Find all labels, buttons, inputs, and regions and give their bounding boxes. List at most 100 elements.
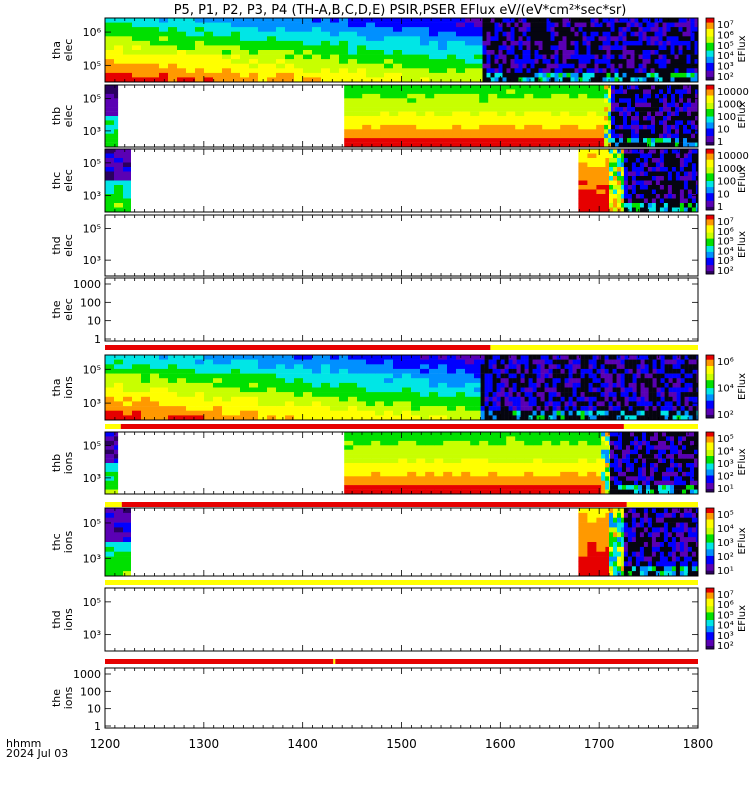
spectrogram-cell bbox=[637, 360, 641, 365]
spectrogram-cell bbox=[675, 36, 679, 41]
spectrogram-cell bbox=[617, 374, 621, 379]
spectrogram-cell bbox=[687, 59, 691, 64]
spectrogram-cell bbox=[141, 32, 150, 37]
spectrogram-cell bbox=[595, 68, 599, 73]
spectrogram-cell bbox=[429, 374, 438, 379]
spectrogram-cell bbox=[569, 85, 578, 90]
spectrogram-cell bbox=[569, 369, 573, 374]
spectrogram-cell bbox=[474, 374, 481, 379]
spectrogram-cell bbox=[123, 41, 132, 46]
spectrogram-cell bbox=[509, 401, 513, 406]
spectrogram-cell bbox=[105, 50, 114, 55]
spectrogram-cell bbox=[683, 41, 687, 46]
spectrogram-cell bbox=[653, 364, 657, 369]
spectrogram-cell bbox=[294, 383, 303, 388]
spectrogram-cell bbox=[344, 472, 353, 477]
spectrogram-cell bbox=[605, 397, 609, 402]
spectrogram-cell bbox=[633, 392, 637, 397]
spectrogram-cell bbox=[204, 73, 213, 78]
spectrogram-cell bbox=[663, 36, 667, 41]
spectrogram-cell bbox=[177, 378, 186, 383]
spectrogram-cell bbox=[258, 36, 267, 41]
spectrogram-cell bbox=[240, 374, 249, 379]
spectrogram-cell bbox=[627, 112, 631, 117]
spectrogram-cell bbox=[123, 36, 132, 41]
spectrogram-cell bbox=[105, 463, 114, 468]
spectrogram-cell bbox=[542, 120, 551, 125]
spectrogram-cell bbox=[596, 89, 604, 94]
spectrogram-cell bbox=[384, 36, 393, 41]
spectrogram-cell bbox=[691, 107, 695, 112]
spectrogram-cell bbox=[186, 23, 195, 28]
spectrogram-cell bbox=[681, 355, 685, 360]
spectrogram-cell bbox=[673, 369, 677, 374]
spectrogram-cell bbox=[632, 176, 636, 181]
spectrogram-cell bbox=[578, 134, 587, 139]
spectrogram-cell bbox=[661, 397, 665, 402]
spectrogram-cell bbox=[623, 134, 627, 139]
spectrogram-cell bbox=[571, 68, 575, 73]
spectrogram-cell bbox=[587, 27, 591, 32]
spectrogram-cell bbox=[321, 411, 330, 416]
spectrogram-cell bbox=[640, 154, 644, 159]
colorbar-label: EFlux bbox=[737, 35, 748, 62]
spectrogram-cell bbox=[114, 406, 123, 411]
spectrogram-cell bbox=[665, 369, 669, 374]
spectrogram-cell bbox=[240, 364, 249, 369]
spectrogram-cell bbox=[240, 32, 249, 37]
spectrogram-cell bbox=[585, 388, 589, 393]
spectrogram-cell bbox=[303, 36, 312, 41]
spectrogram-cell bbox=[641, 411, 645, 416]
spectrogram-cell bbox=[513, 411, 517, 416]
spectrogram-cell bbox=[434, 134, 443, 139]
spectrogram-cell bbox=[276, 388, 285, 393]
spectrogram-cell bbox=[567, 23, 571, 28]
spectrogram-cell bbox=[617, 163, 621, 168]
spectrogram-cell bbox=[105, 94, 114, 99]
spectrogram-cell bbox=[461, 98, 470, 103]
spectrogram-cell bbox=[371, 89, 380, 94]
spectrogram-cell bbox=[339, 388, 348, 393]
spectrogram-cell bbox=[402, 374, 411, 379]
spectrogram-cell bbox=[581, 355, 585, 360]
spectrogram-cell bbox=[123, 158, 131, 163]
spectrogram-cell bbox=[380, 125, 389, 130]
spectrogram-cell bbox=[571, 36, 575, 41]
spectrogram-cell bbox=[366, 397, 375, 402]
spectrogram-cell bbox=[330, 411, 339, 416]
spectrogram-cell bbox=[105, 125, 114, 130]
panel-ylabel-species: elec bbox=[62, 39, 75, 62]
spectrogram-cell bbox=[186, 383, 195, 388]
spectrogram-cell bbox=[609, 167, 613, 172]
spectrogram-cell bbox=[640, 172, 644, 177]
spectrogram-cell bbox=[447, 27, 456, 32]
spectrogram-cell bbox=[312, 55, 321, 60]
spectrogram-cell bbox=[465, 397, 474, 402]
spectrogram-cell bbox=[150, 397, 159, 402]
spectrogram-cell bbox=[321, 392, 330, 397]
spectrogram-cell bbox=[429, 364, 438, 369]
spectrogram-cell bbox=[578, 89, 587, 94]
spectrogram-cell bbox=[495, 68, 499, 73]
spectrogram-cell bbox=[693, 374, 697, 379]
spectrogram-cell bbox=[141, 50, 150, 55]
spectrogram-cell bbox=[627, 116, 631, 121]
spectrogram-cell bbox=[438, 36, 447, 41]
spectrogram-cell bbox=[105, 401, 114, 406]
spectrogram-cell bbox=[683, 23, 687, 28]
spectrogram-cell bbox=[676, 185, 680, 190]
spectrogram-cell bbox=[663, 98, 667, 103]
spectrogram-cell bbox=[647, 134, 651, 139]
spectrogram-cell bbox=[571, 45, 575, 50]
spectrogram-cell bbox=[659, 32, 663, 37]
spectrogram-cell bbox=[344, 107, 353, 112]
spectrogram-cell bbox=[613, 158, 617, 163]
spectrogram-cell bbox=[675, 94, 679, 99]
spectrogram-cell bbox=[132, 36, 141, 41]
spectrogram-cell bbox=[691, 18, 695, 23]
spectrogram-cell bbox=[557, 406, 561, 411]
spectrogram-cell bbox=[481, 406, 485, 411]
spectrogram-cell bbox=[639, 23, 643, 28]
spectrogram-cell bbox=[551, 64, 555, 69]
